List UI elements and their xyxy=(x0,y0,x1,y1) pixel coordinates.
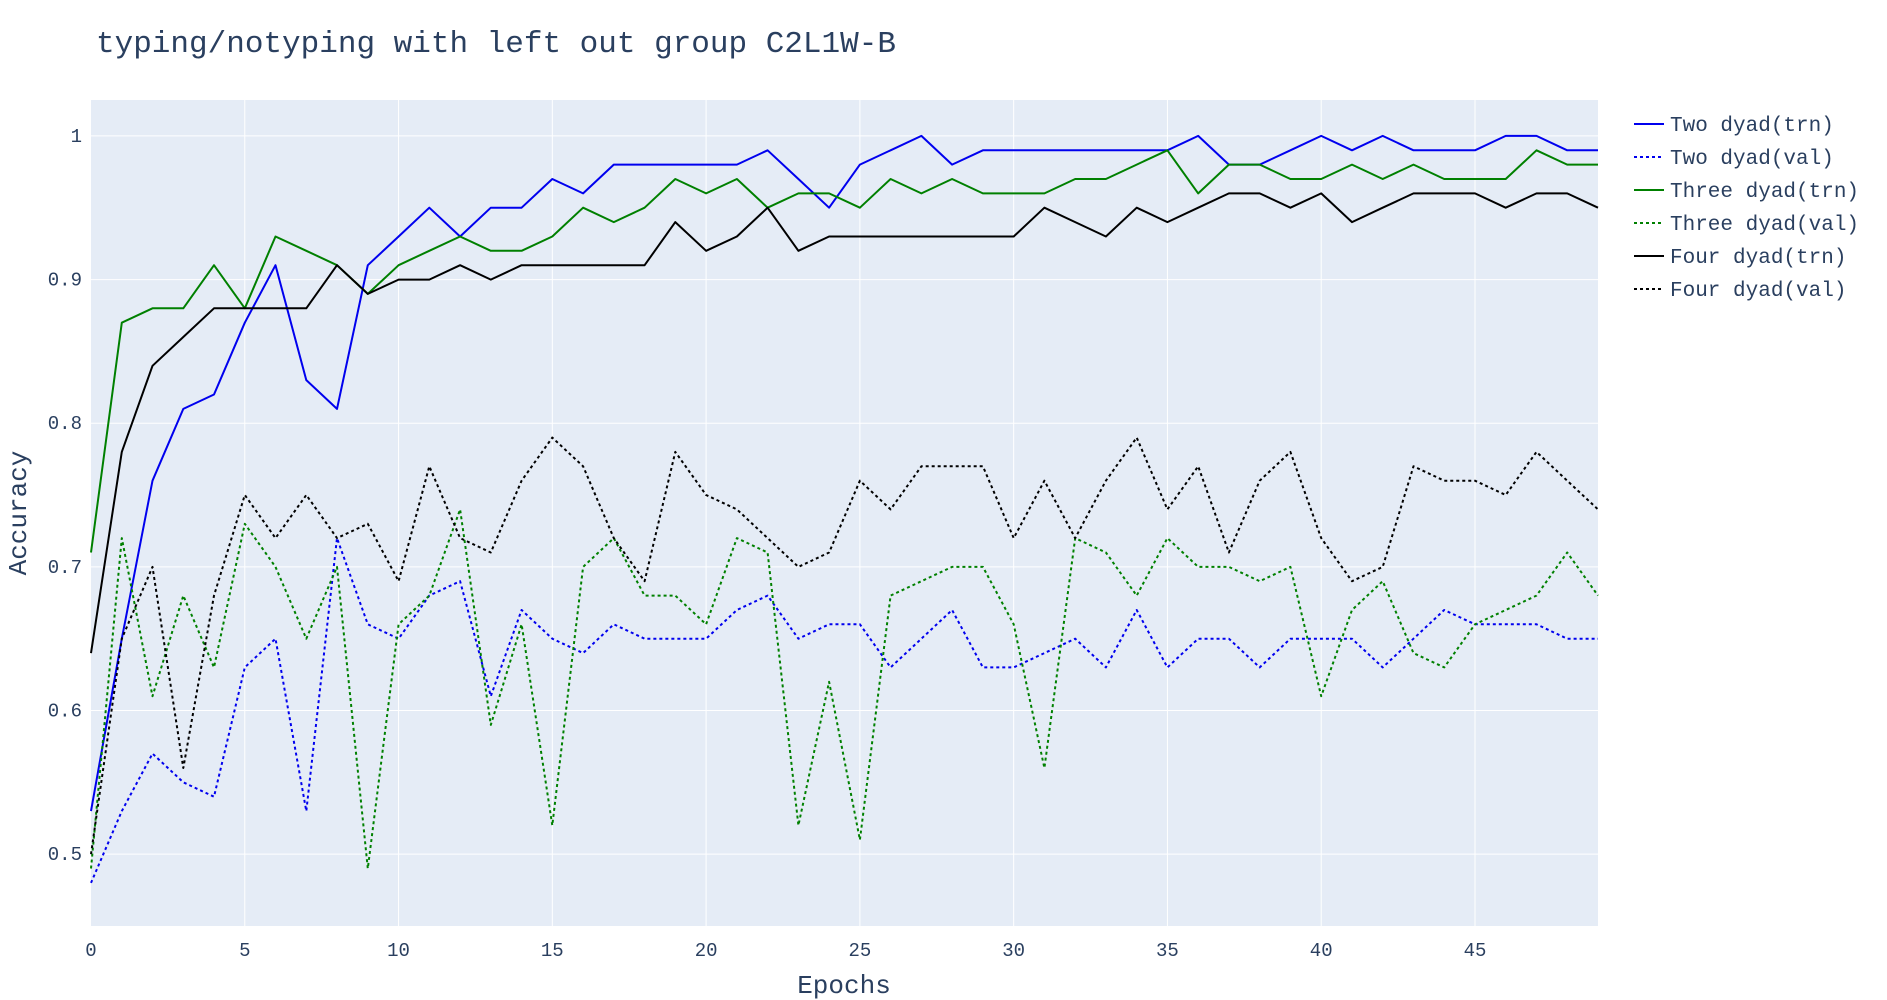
legend-label: Three dyad(val) xyxy=(1670,214,1859,237)
series-line xyxy=(90,436,1599,855)
legend: Two dyad(trn) Two dyad(val) Three dyad(trn… xyxy=(1634,115,1859,303)
x-tick-label: 15 xyxy=(541,940,564,962)
series-line xyxy=(90,508,1599,870)
x-tick-label: 30 xyxy=(1002,940,1025,962)
x-tick-label: 0 xyxy=(85,940,96,962)
series-line xyxy=(90,192,1599,654)
x-tick-label: 45 xyxy=(1464,940,1487,962)
chart-title: typing/notyping with left out group C2L1… xyxy=(96,27,896,62)
legend-label: Two dyad(trn) xyxy=(1670,115,1834,138)
y-tick-label: 0.7 xyxy=(48,557,82,579)
x-tick-label: 10 xyxy=(387,940,410,962)
y-tick-label: 1 xyxy=(71,126,82,148)
grid-lines xyxy=(91,100,1598,926)
series-line xyxy=(90,537,1598,884)
legend-label: Two dyad(val) xyxy=(1670,148,1834,171)
legend-label: Four dyad(trn) xyxy=(1670,247,1846,270)
x-axis-ticks: 0 5 10 15 20 25 30 35 40 45 xyxy=(85,940,1486,962)
plot-area xyxy=(91,100,1598,926)
y-axis-title: Accuracy xyxy=(4,451,34,576)
x-tick-label: 20 xyxy=(695,940,718,962)
x-tick-label: 40 xyxy=(1310,940,1333,962)
x-tick-label: 35 xyxy=(1156,940,1179,962)
y-tick-label: 0.5 xyxy=(48,844,82,866)
y-axis-ticks: 0.5 0.6 0.7 0.8 0.9 1 xyxy=(48,126,82,866)
series-line xyxy=(90,134,1598,812)
series-lines xyxy=(90,134,1599,884)
legend-label: Three dyad(trn) xyxy=(1670,181,1859,204)
x-axis-title: Epochs xyxy=(797,971,891,1000)
x-tick-label: 5 xyxy=(239,940,250,962)
x-tick-label: 25 xyxy=(848,940,871,962)
legend-label: Four dyad(val) xyxy=(1670,280,1846,303)
y-tick-label: 0.6 xyxy=(48,701,82,723)
y-tick-label: 0.9 xyxy=(48,270,82,292)
y-tick-label: 0.8 xyxy=(48,413,82,435)
